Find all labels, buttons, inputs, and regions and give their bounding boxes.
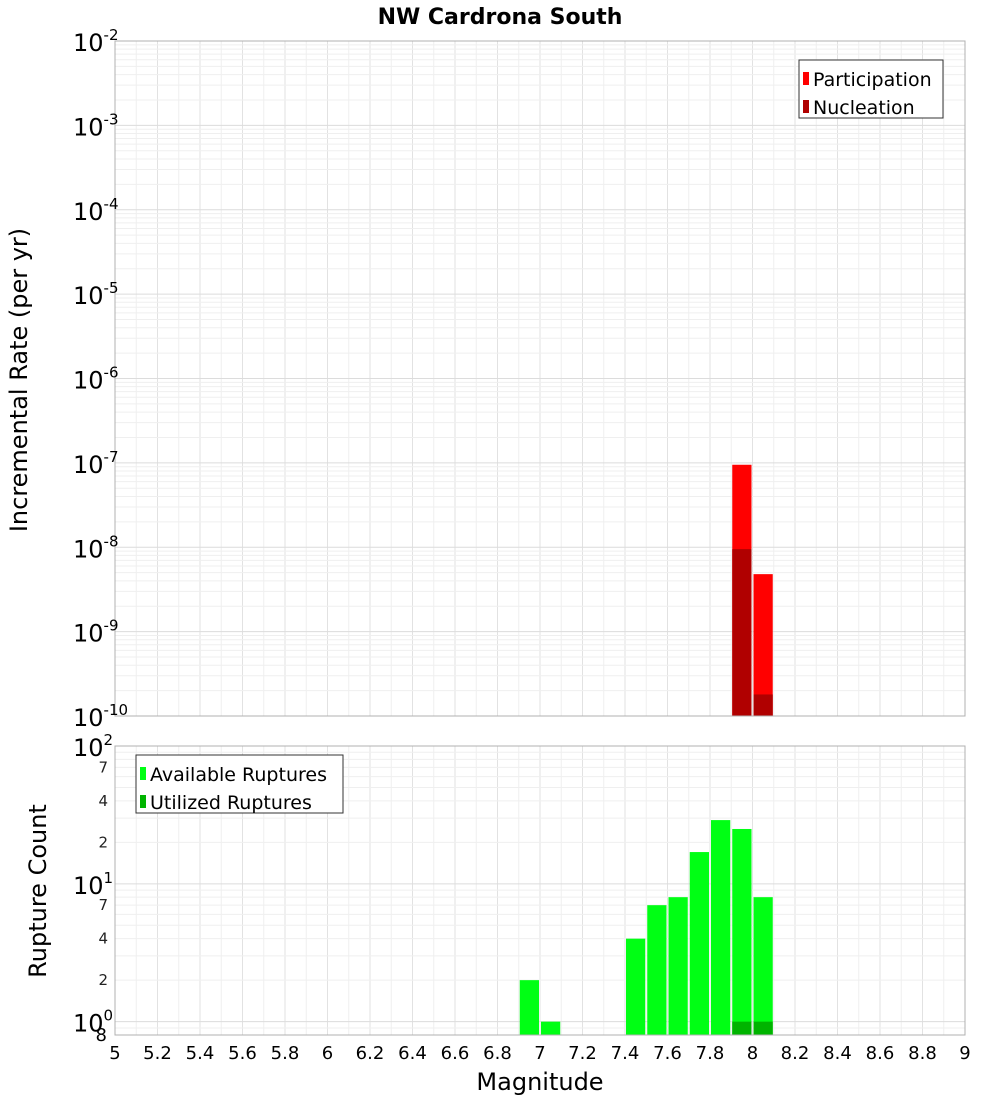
bar-available-ruptures [519,980,539,1035]
bottom-legend-box [135,754,344,814]
x-tick-label: 7.8 [696,1043,725,1064]
legend-swatch [803,100,809,113]
bar-nucleation [732,549,752,716]
y-tick-label: 10-5 [73,279,119,310]
x-tick-label: 7.4 [611,1043,640,1064]
x-tick-label: 8.2 [781,1043,810,1064]
x-tick-label: 7.6 [653,1043,682,1064]
axis-labels: NW Cardrona South Magnitude Incremental Ra… [5,5,622,1096]
top-legend: Participation Nucleation [798,59,944,119]
x-tick-label: 6.2 [356,1043,385,1064]
legend-swatch [140,767,146,780]
legend-label: Utilized Ruptures [150,792,312,814]
y-tick-label: 100 [73,1007,113,1038]
legend-label: Participation [813,69,932,91]
y-tick-label: 102 [73,731,113,762]
bar-available-ruptures [668,897,688,1035]
y-tick-label: 10-3 [73,110,119,141]
bar-available-ruptures [732,828,752,1035]
y-minor-tick-label: 4 [98,792,108,810]
y-tick-label: 10-4 [73,195,119,226]
bar-available-ruptures [711,820,731,1035]
x-tick-label: 5.4 [186,1043,215,1064]
legend-swatch [803,72,809,85]
x-tick-label: 7 [534,1043,545,1064]
y-tick-label: 10-6 [73,364,119,395]
bar-available-ruptures [541,1021,561,1035]
legend-swatch [140,795,146,808]
bar-utilized-ruptures [753,1021,773,1035]
x-tick-label: 6 [322,1043,333,1064]
x-tick-label: 8.8 [908,1043,937,1064]
x-tick-label: 6.8 [483,1043,512,1064]
top-plot: 10-2 10-3 10-4 10-5 10-6 10-7 10-8 10-9 10-10 Par… [73,26,966,732]
x-axis-label: Magnitude [476,1068,603,1096]
top-legend-box [798,59,944,119]
bottom-legend: Available Ruptures Utilized Ruptures [135,754,344,814]
y-tick-label: 10-8 [73,532,119,563]
x-tick-label: 6.4 [398,1043,427,1064]
y-tick-label: 10-7 [73,448,119,479]
y-minor-tick-label: 8 [96,1025,107,1046]
top-plot-border [114,40,966,717]
y-minor-tick-label: 7 [98,758,108,776]
y-tick-label: 10-9 [73,617,119,648]
y-tick-label: 101 [73,869,113,900]
y-minor-tick-label: 2 [98,833,108,851]
bar-available-ruptures [647,905,667,1035]
x-axis: 5 5.2 5.4 5.6 5.8 6 6.2 6.4 6.6 6.8 7 7.2 7.4 7.6 7.8 8… [109,1043,970,1064]
x-tick-label: 8.4 [823,1043,852,1064]
y-minor-tick-label: 7 [98,896,108,914]
x-tick-label: 5.6 [228,1043,257,1064]
x-tick-label: 5.8 [271,1043,300,1064]
y-tick-label: 10-2 [73,26,119,57]
bar-available-ruptures [753,897,773,1035]
bar-available-ruptures [689,852,709,1035]
y-axis-label-bottom: Rupture Count [24,804,52,978]
x-tick-label: 5 [109,1043,120,1064]
x-tick-label: 8.6 [866,1043,895,1064]
x-tick-label: 6.6 [441,1043,470,1064]
bar-nucleation [753,694,773,716]
bar-available-ruptures [626,938,646,1035]
y-minor-tick-label: 4 [98,930,108,948]
x-tick-label: 9 [959,1043,970,1064]
x-tick-label: 7.2 [568,1043,597,1064]
x-tick-label: 8 [747,1043,758,1064]
x-tick-label: 5.2 [143,1043,172,1064]
y-minor-tick-label: 2 [98,971,108,989]
y-axis-label-top: Incremental Rate (per yr) [5,228,33,532]
y-tick-label: 10-10 [73,701,128,732]
bar-utilized-ruptures [732,1021,752,1035]
bottom-plot-border [114,745,966,1036]
chart-title: NW Cardrona South [378,5,623,30]
legend-label: Available Ruptures [150,764,327,786]
bar-participation [753,574,773,716]
bottom-plot: 102 101 100 7 4 2 7 4 2 8 Available Ruptures Utiliz… [73,731,966,1046]
legend-label: Nucleation [813,97,915,119]
